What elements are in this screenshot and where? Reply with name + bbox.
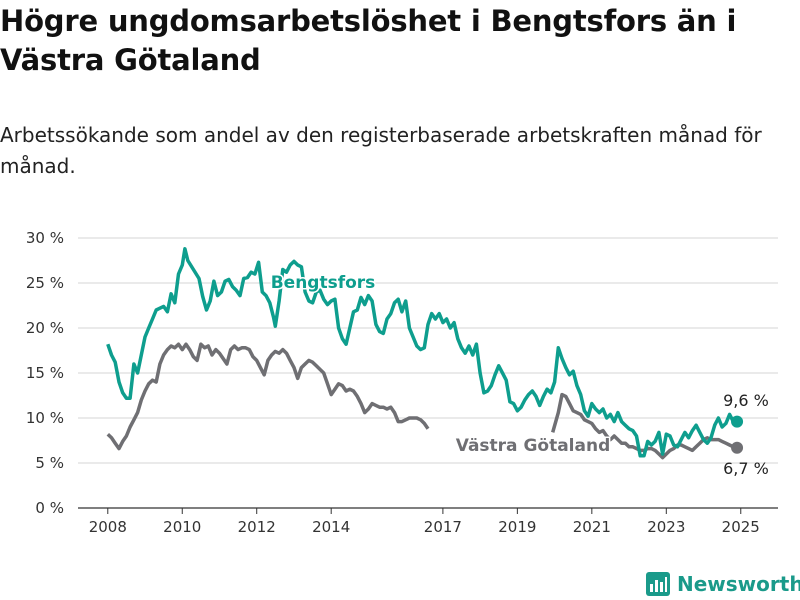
y-tick-label: 25 % [26,274,64,292]
y-tick-label: 20 % [26,319,64,337]
y-tick-label: 5 % [35,454,64,472]
series-label-bengtsfors: Bengtsfors [271,273,376,293]
x-tick-label: 2019 [498,518,536,536]
logo-text: Newsworthy [677,572,800,596]
bar-chart-icon [646,572,670,596]
x-tick-label: 2012 [238,518,276,536]
newsworthy-logo: Newsworthy [645,570,800,598]
x-tick-label: 2025 [722,518,760,536]
series-line-bengtsfors [106,247,738,458]
y-tick-label: 30 % [26,229,64,247]
chart-subtitle: Arbetssökande som andel av den registerb… [0,123,762,178]
y-tick-label: 0 % [35,499,64,517]
end-point-vastra-gotaland [731,441,744,454]
x-tick-label: 2008 [89,518,127,536]
x-axis-ticks: 2008 2010 2012 2014 2017 2019 2021 2023 2025 [89,508,760,536]
x-tick-label: 2010 [163,518,201,536]
y-axis-ticks: 0 % 5 % 10 % 15 % 20 % 25 % 30 % [26,229,64,517]
y-tick-label: 15 % [26,364,64,382]
end-point-bengtsfors [731,415,744,428]
series-label-vastra-gotaland: Västra Götaland [456,436,611,456]
series-line-vastra-gotaland [106,342,430,451]
chart-title: Högre ungdomsarbetslöshet i Bengtsfors ä… [0,4,737,77]
x-tick-label: 2017 [424,518,462,536]
end-label-bengtsfors: 9,6 % [723,391,769,410]
y-tick-label: 10 % [26,409,64,427]
series-lines [106,247,744,460]
gridlines [78,237,778,509]
x-tick-label: 2023 [647,518,685,536]
x-tick-label: 2014 [312,518,350,536]
series-labels: Bengtsfors Västra Götaland 9,6 % 6,7 % [269,272,769,479]
x-tick-label: 2021 [573,518,611,536]
end-label-vastra-gotaland: 6,7 % [723,459,769,478]
